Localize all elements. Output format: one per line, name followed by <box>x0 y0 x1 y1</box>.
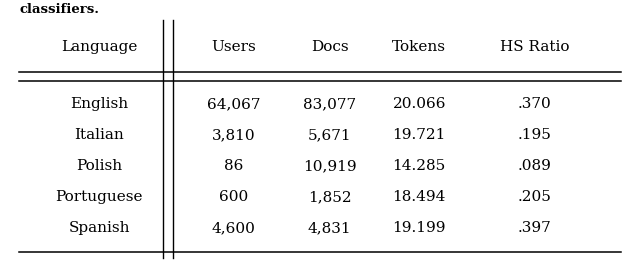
Text: 3,810: 3,810 <box>212 128 255 142</box>
Text: Tokens: Tokens <box>392 40 446 54</box>
Text: .089: .089 <box>518 159 551 173</box>
Text: 18.494: 18.494 <box>392 190 446 204</box>
Text: Spanish: Spanish <box>68 221 130 235</box>
Text: Italian: Italian <box>74 128 124 142</box>
Text: .205: .205 <box>518 190 551 204</box>
Text: 4,831: 4,831 <box>308 221 351 235</box>
Text: 19.721: 19.721 <box>392 128 446 142</box>
Text: 5,671: 5,671 <box>308 128 351 142</box>
Text: 20.066: 20.066 <box>392 97 446 111</box>
Text: .195: .195 <box>518 128 551 142</box>
Text: Portuguese: Portuguese <box>56 190 143 204</box>
Text: Users: Users <box>211 40 256 54</box>
Text: Docs: Docs <box>311 40 348 54</box>
Text: 10,919: 10,919 <box>303 159 356 173</box>
Text: 1,852: 1,852 <box>308 190 351 204</box>
Text: classifiers.: classifiers. <box>19 3 99 16</box>
Text: .397: .397 <box>518 221 551 235</box>
Text: English: English <box>70 97 128 111</box>
Text: 4,600: 4,600 <box>212 221 255 235</box>
Text: 64,067: 64,067 <box>207 97 260 111</box>
Text: 19.199: 19.199 <box>392 221 446 235</box>
Text: 86: 86 <box>224 159 243 173</box>
Text: 14.285: 14.285 <box>392 159 446 173</box>
Text: HS Ratio: HS Ratio <box>500 40 569 54</box>
Text: Language: Language <box>61 40 138 54</box>
Text: Polish: Polish <box>76 159 122 173</box>
Text: 600: 600 <box>219 190 248 204</box>
Text: .370: .370 <box>518 97 551 111</box>
Text: 83,077: 83,077 <box>303 97 356 111</box>
